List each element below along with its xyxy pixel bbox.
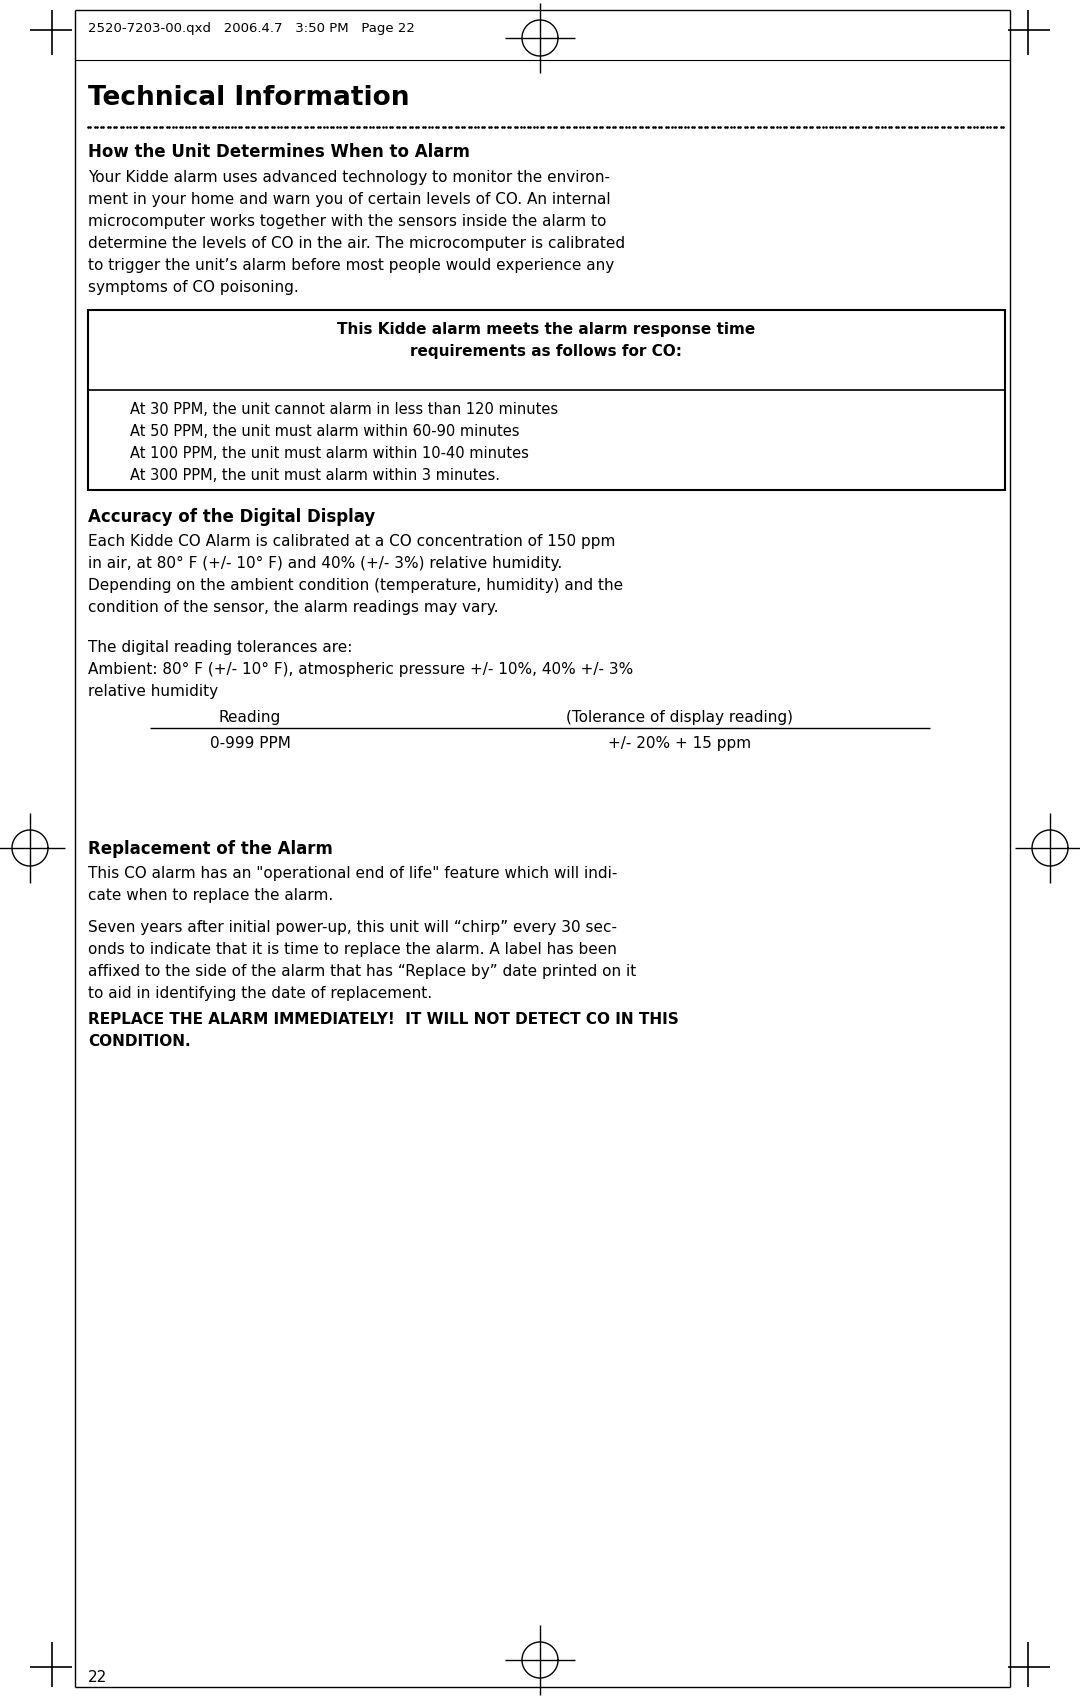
Text: to trigger the unit’s alarm before most people would experience any: to trigger the unit’s alarm before most … [87,258,615,273]
Text: 0-999 PPM: 0-999 PPM [210,736,291,752]
Text: How the Unit Determines When to Alarm: How the Unit Determines When to Alarm [87,143,470,161]
Text: The digital reading tolerances are:: The digital reading tolerances are: [87,640,352,655]
Text: in air, at 80° F (+/- 10° F) and 40% (+/- 3%) relative humidity.: in air, at 80° F (+/- 10° F) and 40% (+/… [87,557,563,570]
Text: Your Kidde alarm uses advanced technology to monitor the environ-: Your Kidde alarm uses advanced technolog… [87,170,610,185]
Text: cate when to replace the alarm.: cate when to replace the alarm. [87,888,334,903]
Text: determine the levels of CO in the air. The microcomputer is calibrated: determine the levels of CO in the air. T… [87,236,625,251]
Text: Technical Information: Technical Information [87,85,409,110]
Text: 22: 22 [87,1670,107,1685]
Text: ment in your home and warn you of certain levels of CO. An internal: ment in your home and warn you of certai… [87,192,610,207]
Text: condition of the sensor, the alarm readings may vary.: condition of the sensor, the alarm readi… [87,601,499,614]
Text: At 300 PPM, the unit must alarm within 3 minutes.: At 300 PPM, the unit must alarm within 3… [130,468,500,484]
Text: onds to indicate that it is time to replace the alarm. A label has been: onds to indicate that it is time to repl… [87,942,617,957]
Text: to aid in identifying the date of replacement.: to aid in identifying the date of replac… [87,986,432,1001]
Text: CONDITION.: CONDITION. [87,1033,191,1049]
Text: At 50 PPM, the unit must alarm within 60-90 minutes: At 50 PPM, the unit must alarm within 60… [130,424,519,440]
Text: This CO alarm has an "operational end of life" feature which will indi-: This CO alarm has an "operational end of… [87,865,618,881]
Text: (Tolerance of display reading): (Tolerance of display reading) [567,709,794,725]
Text: requirements as follows for CO:: requirements as follows for CO: [410,344,683,360]
Text: 2520-7203-00.qxd   2006.4.7   3:50 PM   Page 22: 2520-7203-00.qxd 2006.4.7 3:50 PM Page 2… [87,22,415,36]
Text: Depending on the ambient condition (temperature, humidity) and the: Depending on the ambient condition (temp… [87,579,623,592]
Text: Each Kidde CO Alarm is calibrated at a CO concentration of 150 ppm: Each Kidde CO Alarm is calibrated at a C… [87,535,616,550]
Bar [87,311,1005,490]
Text: Replacement of the Alarm: Replacement of the Alarm [87,840,333,859]
Text: Accuracy of the Digital Display: Accuracy of the Digital Display [87,507,375,526]
Text: This Kidde alarm meets the alarm response time: This Kidde alarm meets the alarm respons… [337,322,756,338]
Text: relative humidity: relative humidity [87,684,218,699]
Text: affixed to the side of the alarm that has “Replace by” date printed on it: affixed to the side of the alarm that ha… [87,964,636,979]
Text: At 30 PPM, the unit cannot alarm in less than 120 minutes: At 30 PPM, the unit cannot alarm in less… [130,402,558,417]
Text: REPLACE THE ALARM IMMEDIATELY!  IT WILL NOT DETECT CO IN THIS: REPLACE THE ALARM IMMEDIATELY! IT WILL N… [87,1011,678,1027]
Text: Seven years after initial power-up, this unit will “chirp” every 30 sec-: Seven years after initial power-up, this… [87,920,617,935]
Text: Ambient: 80° F (+/- 10° F), atmospheric pressure +/- 10%, 40% +/- 3%: Ambient: 80° F (+/- 10° F), atmospheric … [87,662,633,677]
Text: At 100 PPM, the unit must alarm within 10-40 minutes: At 100 PPM, the unit must alarm within 1… [130,446,529,462]
Text: symptoms of CO poisoning.: symptoms of CO poisoning. [87,280,299,295]
Text: +/- 20% + 15 ppm: +/- 20% + 15 ppm [608,736,752,752]
Text: Reading: Reading [219,709,281,725]
Text: microcomputer works together with the sensors inside the alarm to: microcomputer works together with the se… [87,214,606,229]
